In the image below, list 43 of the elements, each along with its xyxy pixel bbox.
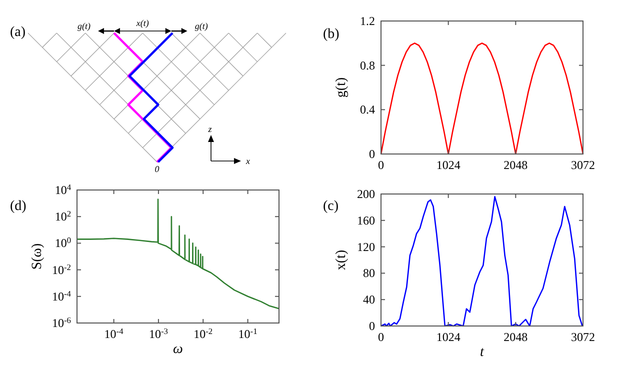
y-tick-label: 160 [357,213,375,228]
x-tick-label: 10$^{-3}$ [148,326,168,341]
text: g(t) [78,21,91,32]
y-tick-label: 1.2 [360,14,375,28]
text: g(t) [194,21,208,32]
y-tick-label: 0 [369,147,375,161]
x-tick-label: 1024 [436,158,460,172]
text: z [207,124,212,134]
y-tick-label: 200 [357,187,375,201]
y-tick-label: 120 [357,240,375,254]
x-tick-label: 10$^{-4}$ [104,326,124,341]
y-tick-label: 10$^{0}$ [54,236,71,250]
y-tick-label: 10$^{-2}$ [52,262,71,277]
text: (a) [10,25,26,40]
x-tick-label: 0 [378,158,384,172]
text: x(t) [135,18,149,28]
y-tick-label: 10$^{2}$ [54,209,71,224]
y-tick-label: 10$^{4}$ [54,182,72,197]
y-tick-label: 0.8 [360,58,375,72]
x-axis-title: t [480,345,486,360]
text: x [245,156,250,166]
x-tick-label: 2048 [504,158,528,172]
x-tick-label: 0 [378,330,384,344]
x-tick-label: 10$^{-1}$ [238,326,258,341]
y-tick-label: 40 [363,292,375,307]
y-tick-label: 10$^{-4}$ [52,288,72,304]
y-axis-title: x(t) [334,250,349,270]
y-tick-label: 0.4 [360,102,375,117]
text: (d) [10,199,27,214]
x-tick-label: 2048 [504,330,528,344]
x-tick-label: 3072 [571,158,595,172]
chart-title: (b) [323,27,340,42]
x-tick-label: 10$^{-2}$ [194,326,213,341]
x-axis-title: ω [173,342,184,357]
y-axis-title: g(t) [334,77,349,98]
chart-title: (c) [323,199,339,214]
line-series [380,196,583,327]
y-axis-title: S(ω) [30,243,45,270]
x-tick-label: 1024 [436,330,460,344]
y-tick-label: 10$^{-6}$ [52,316,71,330]
line-series [380,42,584,155]
y-tick-label: 80 [363,266,375,280]
x-tick-label: 3072 [571,330,595,344]
